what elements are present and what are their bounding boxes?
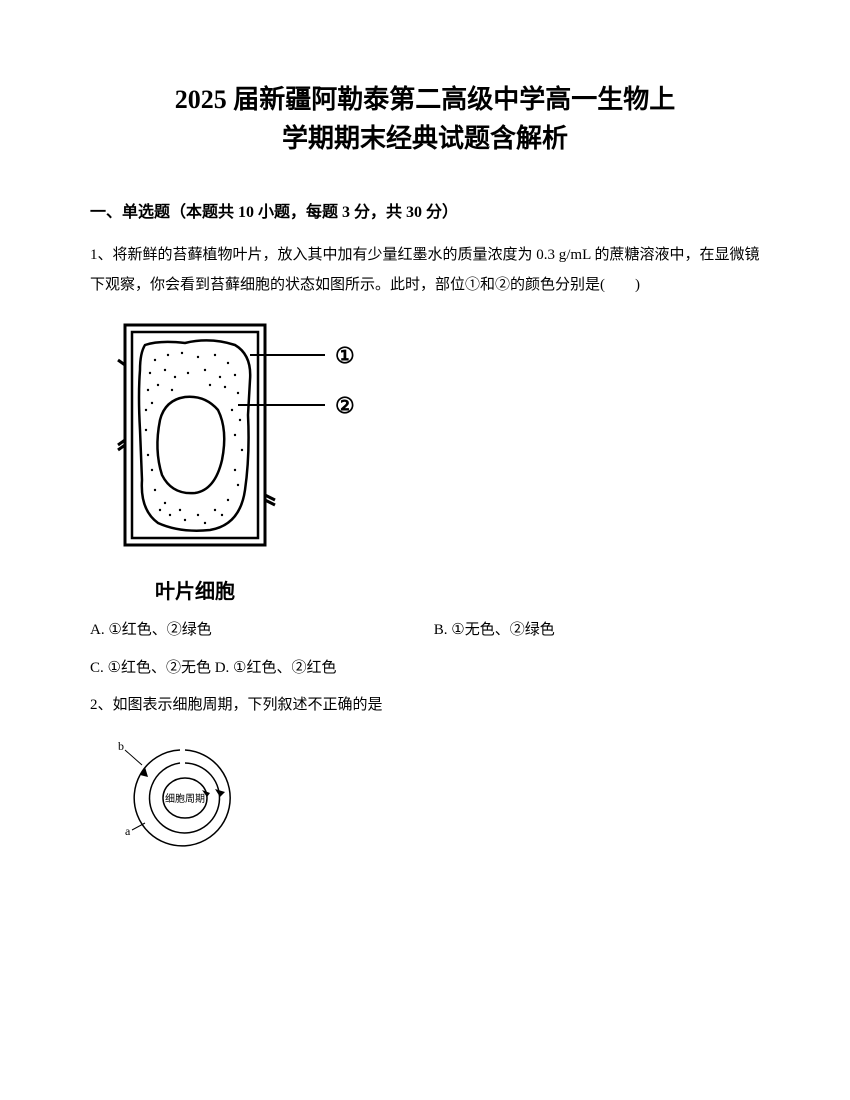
q1-options-row1: A. ①红色、②绿色 B. ①无色、②绿色: [90, 614, 760, 647]
title-line1: 2025 届新疆阿勒泰第二高级中学高一生物上: [90, 80, 760, 119]
question-2-text: 2、如图表示细胞周期，下列叙述不正确的是: [90, 690, 760, 720]
arrow-middle: [215, 789, 225, 797]
cell-cycle-svg: 细胞周期 a b: [110, 735, 270, 855]
question-1-text: 1、将新鲜的苔藓植物叶片，放入其中加有少量红墨水的质量浓度为 0.3 g/mL …: [90, 240, 760, 300]
vacuole: [157, 397, 224, 493]
q1-option-c: C. ①红色、②无色: [90, 660, 211, 676]
label-b: b: [118, 739, 124, 753]
q1-option-b: B. ①无色、②绿色: [434, 622, 555, 638]
label-1: ①: [335, 343, 355, 368]
q1-option-a: A. ①红色、②绿色: [90, 614, 430, 647]
cytoplasm-dots: [145, 352, 243, 524]
label-a: a: [125, 824, 131, 838]
document-title: 2025 届新疆阿勒泰第二高级中学高一生物上 学期期末经典试题含解析: [90, 80, 760, 158]
title-line2: 学期期末经典试题含解析: [90, 119, 760, 158]
protoplast-membrane: [139, 340, 250, 530]
cell-diagram: ① ② 叶片细胞: [110, 315, 760, 604]
cell-wall-outer: [125, 325, 265, 545]
q1-options-row2: C. ①红色、②无色 D. ①红色、②红色: [90, 652, 760, 685]
label-2: ②: [335, 393, 355, 418]
cell-cycle-diagram: 细胞周期 a b: [110, 735, 760, 860]
leaf-cell-svg: ① ②: [110, 315, 390, 565]
section-header: 一、单选题（本题共 10 小题，每题 3 分，共 30 分）: [90, 198, 760, 222]
cycle-center-text: 细胞周期: [165, 792, 205, 805]
q1-option-d: D. ①红色、②红色: [215, 660, 337, 676]
diagram-caption: 叶片细胞: [110, 575, 280, 604]
label-b-line: [125, 750, 142, 765]
middle-arc2: [152, 763, 180, 785]
